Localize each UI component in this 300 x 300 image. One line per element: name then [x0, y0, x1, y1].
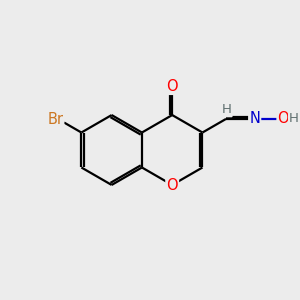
Text: H: H	[222, 103, 232, 116]
Text: H: H	[289, 112, 299, 125]
Text: Br: Br	[47, 112, 63, 128]
Text: O: O	[167, 79, 178, 94]
Text: O: O	[167, 178, 178, 193]
Text: N: N	[249, 111, 260, 126]
Text: O: O	[278, 111, 289, 126]
